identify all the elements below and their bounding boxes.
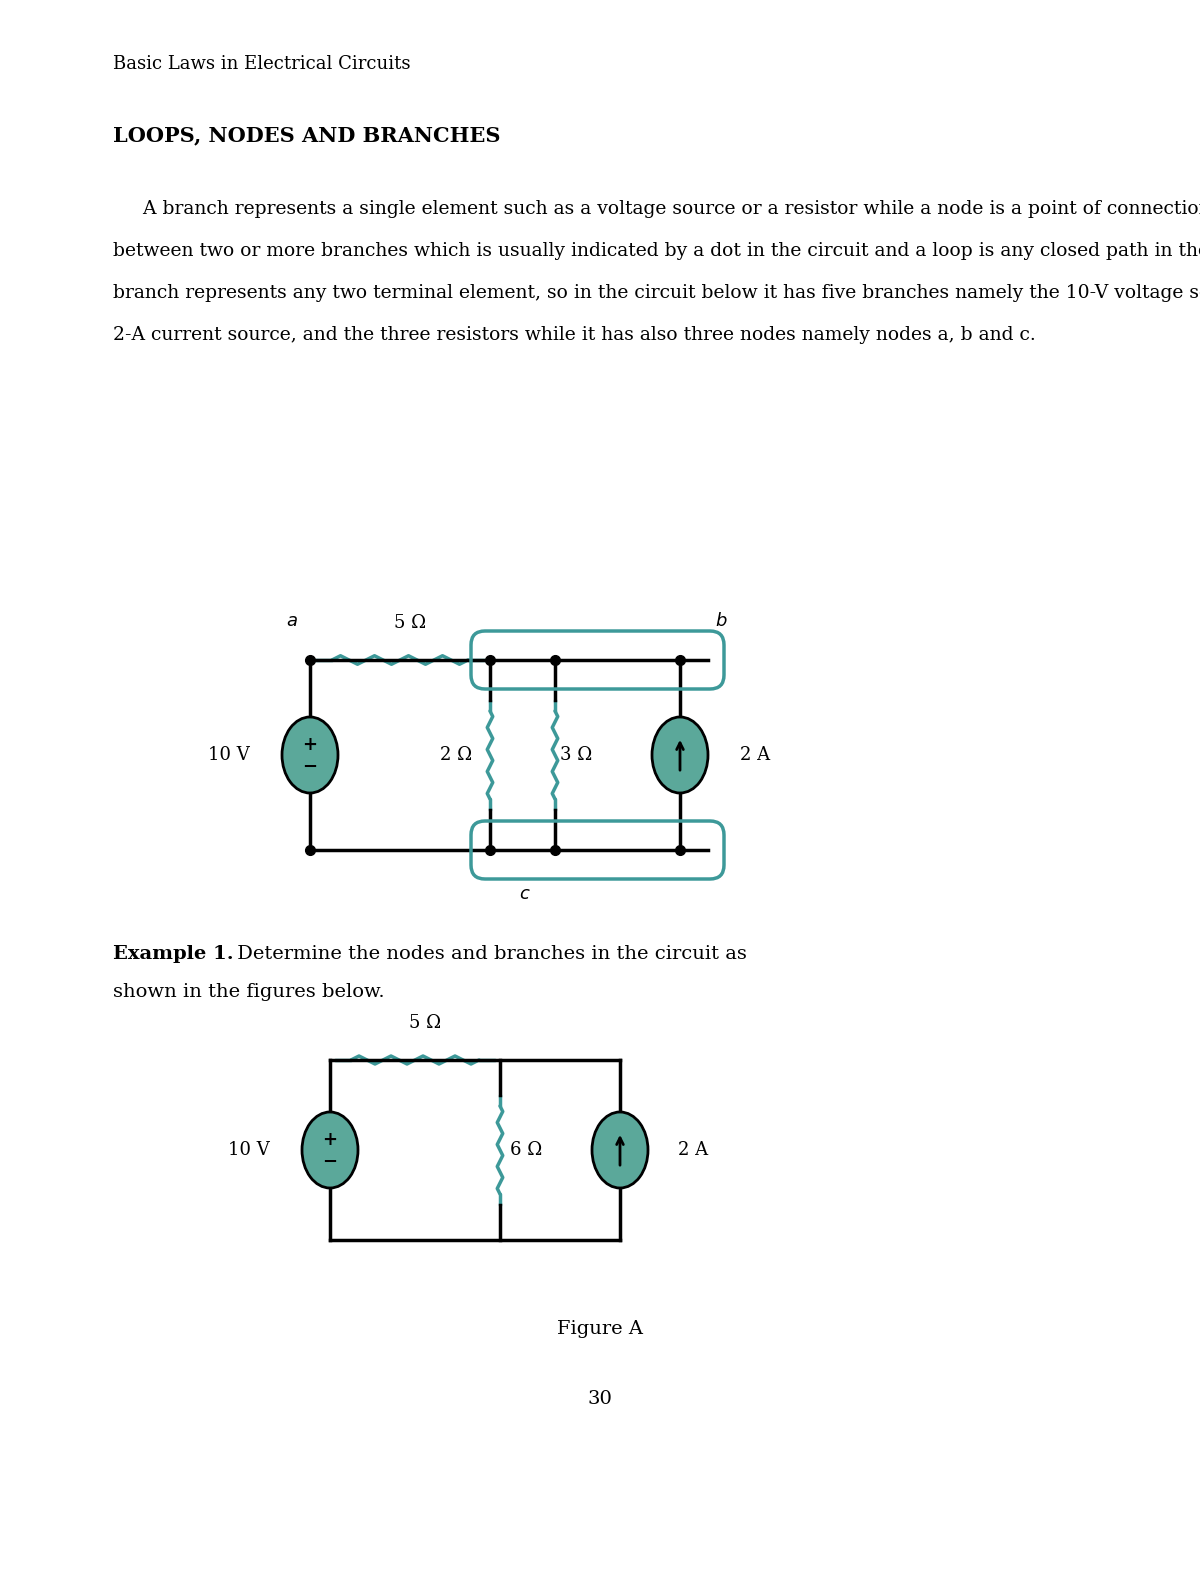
Text: 5 Ω: 5 Ω	[394, 613, 426, 632]
Text: 10 V: 10 V	[209, 745, 250, 764]
Text: $a$: $a$	[286, 612, 298, 631]
Text: $b$: $b$	[715, 612, 727, 631]
Text: branch represents any two terminal element, so in the circuit below it has five : branch represents any two terminal eleme…	[113, 284, 1200, 301]
Text: 2 A: 2 A	[678, 1141, 708, 1159]
Text: Figure A: Figure A	[557, 1320, 643, 1338]
Ellipse shape	[302, 1112, 358, 1188]
Ellipse shape	[592, 1112, 648, 1188]
Text: −: −	[323, 1153, 337, 1170]
Text: Example 1.: Example 1.	[113, 945, 234, 963]
Text: shown in the figures below.: shown in the figures below.	[113, 984, 385, 1001]
Text: 2 A: 2 A	[740, 745, 770, 764]
Text: 6 Ω: 6 Ω	[510, 1141, 542, 1159]
Text: 2 Ω: 2 Ω	[440, 745, 472, 764]
Ellipse shape	[282, 717, 338, 792]
Text: $c$: $c$	[520, 885, 530, 904]
Ellipse shape	[652, 717, 708, 792]
Text: 10 V: 10 V	[228, 1141, 270, 1159]
Text: Basic Laws in Electrical Circuits: Basic Laws in Electrical Circuits	[113, 55, 410, 74]
Text: 30: 30	[588, 1390, 612, 1407]
Text: 5 Ω: 5 Ω	[409, 1014, 442, 1032]
Text: LOOPS, NODES AND BRANCHES: LOOPS, NODES AND BRANCHES	[113, 126, 500, 144]
Text: A branch represents a single element such as a voltage source or a resistor whil: A branch represents a single element suc…	[113, 199, 1200, 218]
Text: 2-A current source, and the three resistors while it has also three nodes namely: 2-A current source, and the three resist…	[113, 326, 1036, 344]
Text: Determine the nodes and branches in the circuit as: Determine the nodes and branches in the …	[230, 945, 746, 963]
Text: −: −	[302, 758, 318, 777]
Text: +: +	[323, 1131, 337, 1149]
Text: +: +	[302, 736, 318, 755]
Text: between two or more branches which is usually indicated by a dot in the circuit : between two or more branches which is us…	[113, 242, 1200, 260]
Text: 3 Ω: 3 Ω	[560, 745, 593, 764]
